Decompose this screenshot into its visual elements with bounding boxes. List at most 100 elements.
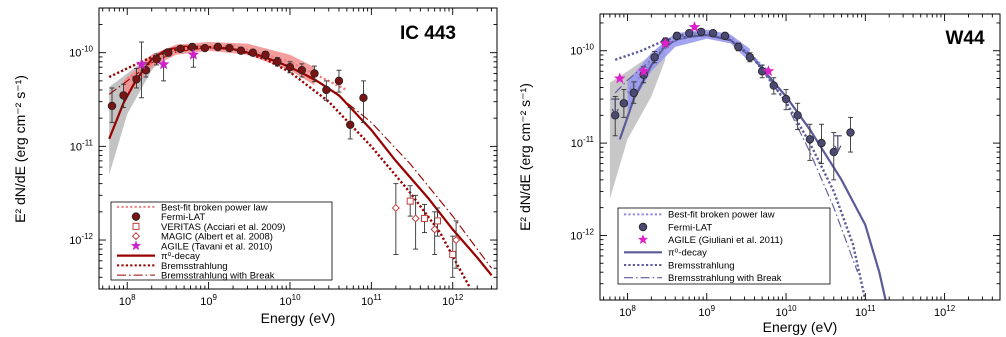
w44-data-point-fermi-lat-18 — [817, 138, 826, 148]
ic443-chart-title: IC 443 — [400, 23, 456, 44]
ic443-x-tick-label-2: 1010 — [279, 293, 301, 308]
w44-upper-limit-arrow — [834, 145, 842, 154]
ic443-data-point-magic-albert-et-al-2008-0 — [391, 203, 400, 213]
ic443-legend-label-1: Fermi-LAT — [161, 212, 205, 223]
ic443-legend: Best-fit broken power lawFermi-LATVERITA… — [110, 201, 333, 282]
ic443-data-point-magic-albert-et-al-2008-3 — [451, 235, 461, 245]
ic443-data-point-fermi-lat-11 — [236, 46, 246, 55]
ic443-series-fermi-lat — [107, 42, 368, 140]
ic443-legend-label-6: Bremsstrahlung — [161, 261, 228, 272]
ic443-y-axis-label: E² dN/dE (erg cm⁻² s⁻¹) — [12, 75, 28, 223]
w44-data-point-agile-giuliani-et-al-2011-0 — [613, 72, 626, 84]
ic443-data-point-fermi-lat-4 — [152, 55, 161, 64]
w44-data-point-fermi-lat-13 — [757, 67, 767, 76]
ic443-series-agile-tavani-et-al-2010 — [135, 41, 200, 99]
ic443-model-best-fit-broken-power-law — [126, 44, 348, 92]
ic443-x-axis-label: Energy (eV) — [261, 310, 336, 326]
ic443-data-point-fermi-lat-17 — [310, 69, 319, 78]
ic443-data-point-magic-albert-et-al-2008-2 — [430, 225, 439, 234]
ic443-data-point-magic-albert-et-al-2008-1 — [411, 214, 420, 223]
w44-legend-label-2: AGILE (Giuliani et al. 2011) — [668, 235, 783, 246]
ic443-y-tick-label-0: 10-10 — [69, 45, 93, 60]
w44-legend-box — [617, 207, 831, 285]
w44-legend-label-0: Best-fit broken power law — [668, 210, 775, 221]
ic443-series-magic-albert-et-al-2008 — [391, 183, 461, 269]
w44-legend-label-5: Bremsstrahlung with Break — [668, 273, 782, 284]
w44-x-tick-label-2: 1010 — [775, 304, 797, 319]
ic443-data-point-fermi-lat-10 — [225, 43, 234, 53]
w44-data-point-fermi-lat-7 — [684, 28, 694, 38]
w44-legend-label-3: π⁰-decay — [668, 248, 707, 259]
ic443-legend-box — [110, 201, 333, 281]
w44-band-best-fit-broken-power-law-uncertainty — [627, 29, 750, 112]
w44-legend-swatch-2 — [637, 234, 649, 245]
ic443-data-point-veritas-acciari-et-al-2009-0 — [406, 197, 414, 205]
w44-series-fermi-lat — [611, 27, 855, 181]
w44-data-point-fermi-lat-1 — [619, 99, 629, 108]
ic443-data-point-fermi-lat-19 — [334, 76, 344, 86]
ic443-data-point-fermi-lat-14 — [273, 57, 282, 66]
w44-upper-limit-0 — [611, 98, 620, 117]
ic443-data-point-agile-tavani-et-al-2010-0 — [135, 58, 148, 70]
w44-data-point-fermi-lat-2 — [629, 88, 638, 98]
w44-data-point-agile-giuliani-et-al-2011-1 — [637, 65, 650, 77]
w44-data-point-fermi-lat-10 — [720, 31, 730, 41]
ic443-data-point-veritas-acciari-et-al-2009-1 — [421, 214, 429, 222]
ic443-legend-label-7: Bremsstrahlung with Break — [161, 271, 275, 282]
ic443-legend-swatch-2 — [132, 222, 140, 230]
ic443-data-point-fermi-lat-1 — [119, 91, 128, 100]
ic443-data-point-veritas-acciari-et-al-2009-3 — [449, 251, 457, 259]
ic443-legend-label-2: VERITAS (Acciari et al. 2009) — [161, 222, 285, 233]
w44-data-point-fermi-lat-4 — [650, 53, 659, 62]
ic443-data-point-veritas-acciari-et-al-2009-2 — [434, 217, 442, 225]
w44-data-point-fermi-lat-8 — [696, 27, 706, 37]
ic443-y-tick-label-2: 10-12 — [69, 232, 93, 247]
ic443-legend-label-4: AGILE (Tavani et al. 2010) — [161, 241, 272, 252]
ic443-panel: 108 109 1010 1011 1012 10-10 10-11 10-12 Energy … — [12, 7, 498, 326]
w44-legend-label-4: Bremsstrahlung — [668, 260, 735, 271]
w44-y-tick-label-2: 10-12 — [570, 227, 594, 242]
ic443-x-tick-label-4: 1012 — [442, 293, 464, 308]
ic443-data-point-fermi-lat-9 — [213, 42, 223, 52]
ic443-legend-label-5: π⁰-decay — [161, 251, 200, 262]
w44-data-point-agile-giuliani-et-al-2011-4 — [762, 65, 775, 77]
w44-y-axis-label: E² dN/dE (erg cm⁻² s⁻¹) — [517, 83, 533, 231]
ic443-data-point-fermi-lat-6 — [176, 44, 185, 54]
w44-data-point-fermi-lat-9 — [708, 28, 718, 38]
ic443-data-point-fermi-lat-21 — [359, 93, 368, 102]
ic443-data-point-fermi-lat-18 — [322, 85, 331, 95]
ic443-data-point-fermi-lat-15 — [285, 62, 295, 72]
w44-chart-title: W44 — [945, 28, 985, 49]
w44-data-point-agile-giuliani-et-al-2011-3 — [688, 20, 701, 33]
ic443-data-point-fermi-lat-7 — [188, 42, 197, 52]
w44-plot-area — [609, 20, 887, 300]
w44-y-tick-label-1: 10-11 — [571, 135, 595, 150]
ic443-plot-area — [107, 41, 493, 287]
w44-data-point-agile-giuliani-et-al-2011-2 — [659, 37, 672, 49]
ic443-data-point-fermi-lat-20 — [346, 120, 355, 129]
ic443-data-point-agile-tavani-et-al-2010-1 — [157, 58, 170, 70]
w44-upper-limit-arrow — [611, 108, 619, 117]
w44-upper-limit-1 — [833, 135, 842, 154]
w44-legend-swatch-1 — [638, 222, 648, 232]
ic443-y-tick-label-1: 10-11 — [70, 138, 94, 153]
w44-x-tick-label-1: 109 — [698, 304, 715, 319]
w44-panel: 108 109 1010 1011 1012 10-10 10-11 10-12 Energy … — [517, 13, 1001, 335]
w44-data-point-fermi-lat-6 — [672, 31, 682, 41]
ic443-data-point-agile-tavani-et-al-2010-2 — [187, 48, 200, 60]
ic443-x-tick-label-1: 109 — [200, 293, 217, 308]
ic443-plot-frame — [98, 7, 498, 290]
ic443-legend-swatch-3 — [131, 232, 141, 241]
ic443-data-point-fermi-lat-0 — [107, 101, 117, 111]
ic443-data-point-fermi-lat-2 — [132, 75, 141, 84]
w44-data-point-fermi-lat-17 — [805, 135, 815, 144]
ic443-series-veritas-acciari-et-al-2009 — [406, 185, 457, 278]
ic443-data-point-fermi-lat-8 — [200, 43, 210, 53]
ic443-legend-label-0: Best-fit broken power law — [161, 202, 268, 213]
ic443-legend-label-3: MAGIC (Albert et al. 2008) — [161, 232, 273, 243]
w44-data-point-fermi-lat-20 — [846, 128, 855, 137]
w44-data-point-fermi-lat-14 — [769, 81, 778, 90]
w44-data-point-fermi-lat-12 — [745, 53, 755, 62]
